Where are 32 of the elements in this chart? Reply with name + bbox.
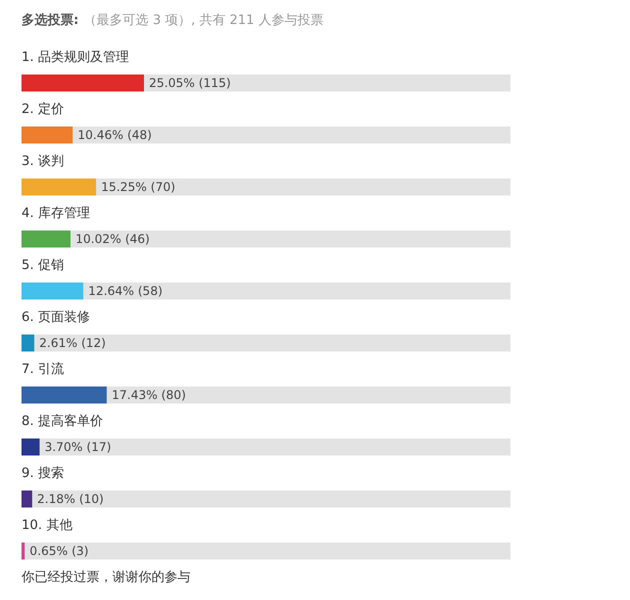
y-tick-label: 10. 其他 bbox=[22, 518, 72, 533]
y-tick-label: 6. 页面装修 bbox=[22, 310, 90, 325]
y-tick-label: 8. 提高客单价 bbox=[22, 413, 104, 429]
data-label: 25.05% (115) bbox=[148, 76, 231, 90]
data-label: 3.70% (17) bbox=[44, 440, 112, 454]
data-label: 10.02% (46) bbox=[76, 232, 150, 246]
bar bbox=[22, 230, 70, 248]
data-label: 0.65% (3) bbox=[30, 544, 89, 558]
text: 你已经投过票，谢谢你的参与 bbox=[20, 570, 190, 585]
bar bbox=[22, 438, 40, 456]
y-tick-label: 2. 定价 bbox=[22, 102, 64, 117]
y-tick-label: 7. 引流 bbox=[22, 361, 64, 377]
data-label: 12.64% (58) bbox=[88, 284, 163, 298]
y-tick-label: 9. 搜索 bbox=[22, 466, 64, 481]
y-tick-label: 3. 谈判 bbox=[22, 154, 64, 169]
y-tick-label: 1. 品类规则及管理 bbox=[22, 50, 130, 65]
bar bbox=[22, 542, 25, 560]
data-label: 2.61% (12) bbox=[39, 336, 106, 350]
bar bbox=[22, 126, 73, 144]
data-label: 15.25% (70) bbox=[101, 180, 176, 194]
data-label: 10.46% (48) bbox=[78, 128, 152, 142]
bar bbox=[22, 334, 34, 352]
y-tick-label: 5. 促销 bbox=[22, 258, 64, 273]
y-tick-label: 4. 库存管理 bbox=[22, 206, 90, 221]
bar bbox=[22, 386, 107, 404]
data-label: 17.43% (80) bbox=[112, 388, 186, 402]
bar bbox=[22, 178, 96, 196]
bar bbox=[22, 282, 84, 300]
chart-title: 多选投票: bbox=[22, 13, 79, 28]
bar bbox=[22, 490, 32, 508]
data-label: 2.18% (10) bbox=[37, 492, 104, 506]
chart-subtitle: （最多可选 3 项）, 共有 211 人参与投票 bbox=[84, 13, 324, 28]
